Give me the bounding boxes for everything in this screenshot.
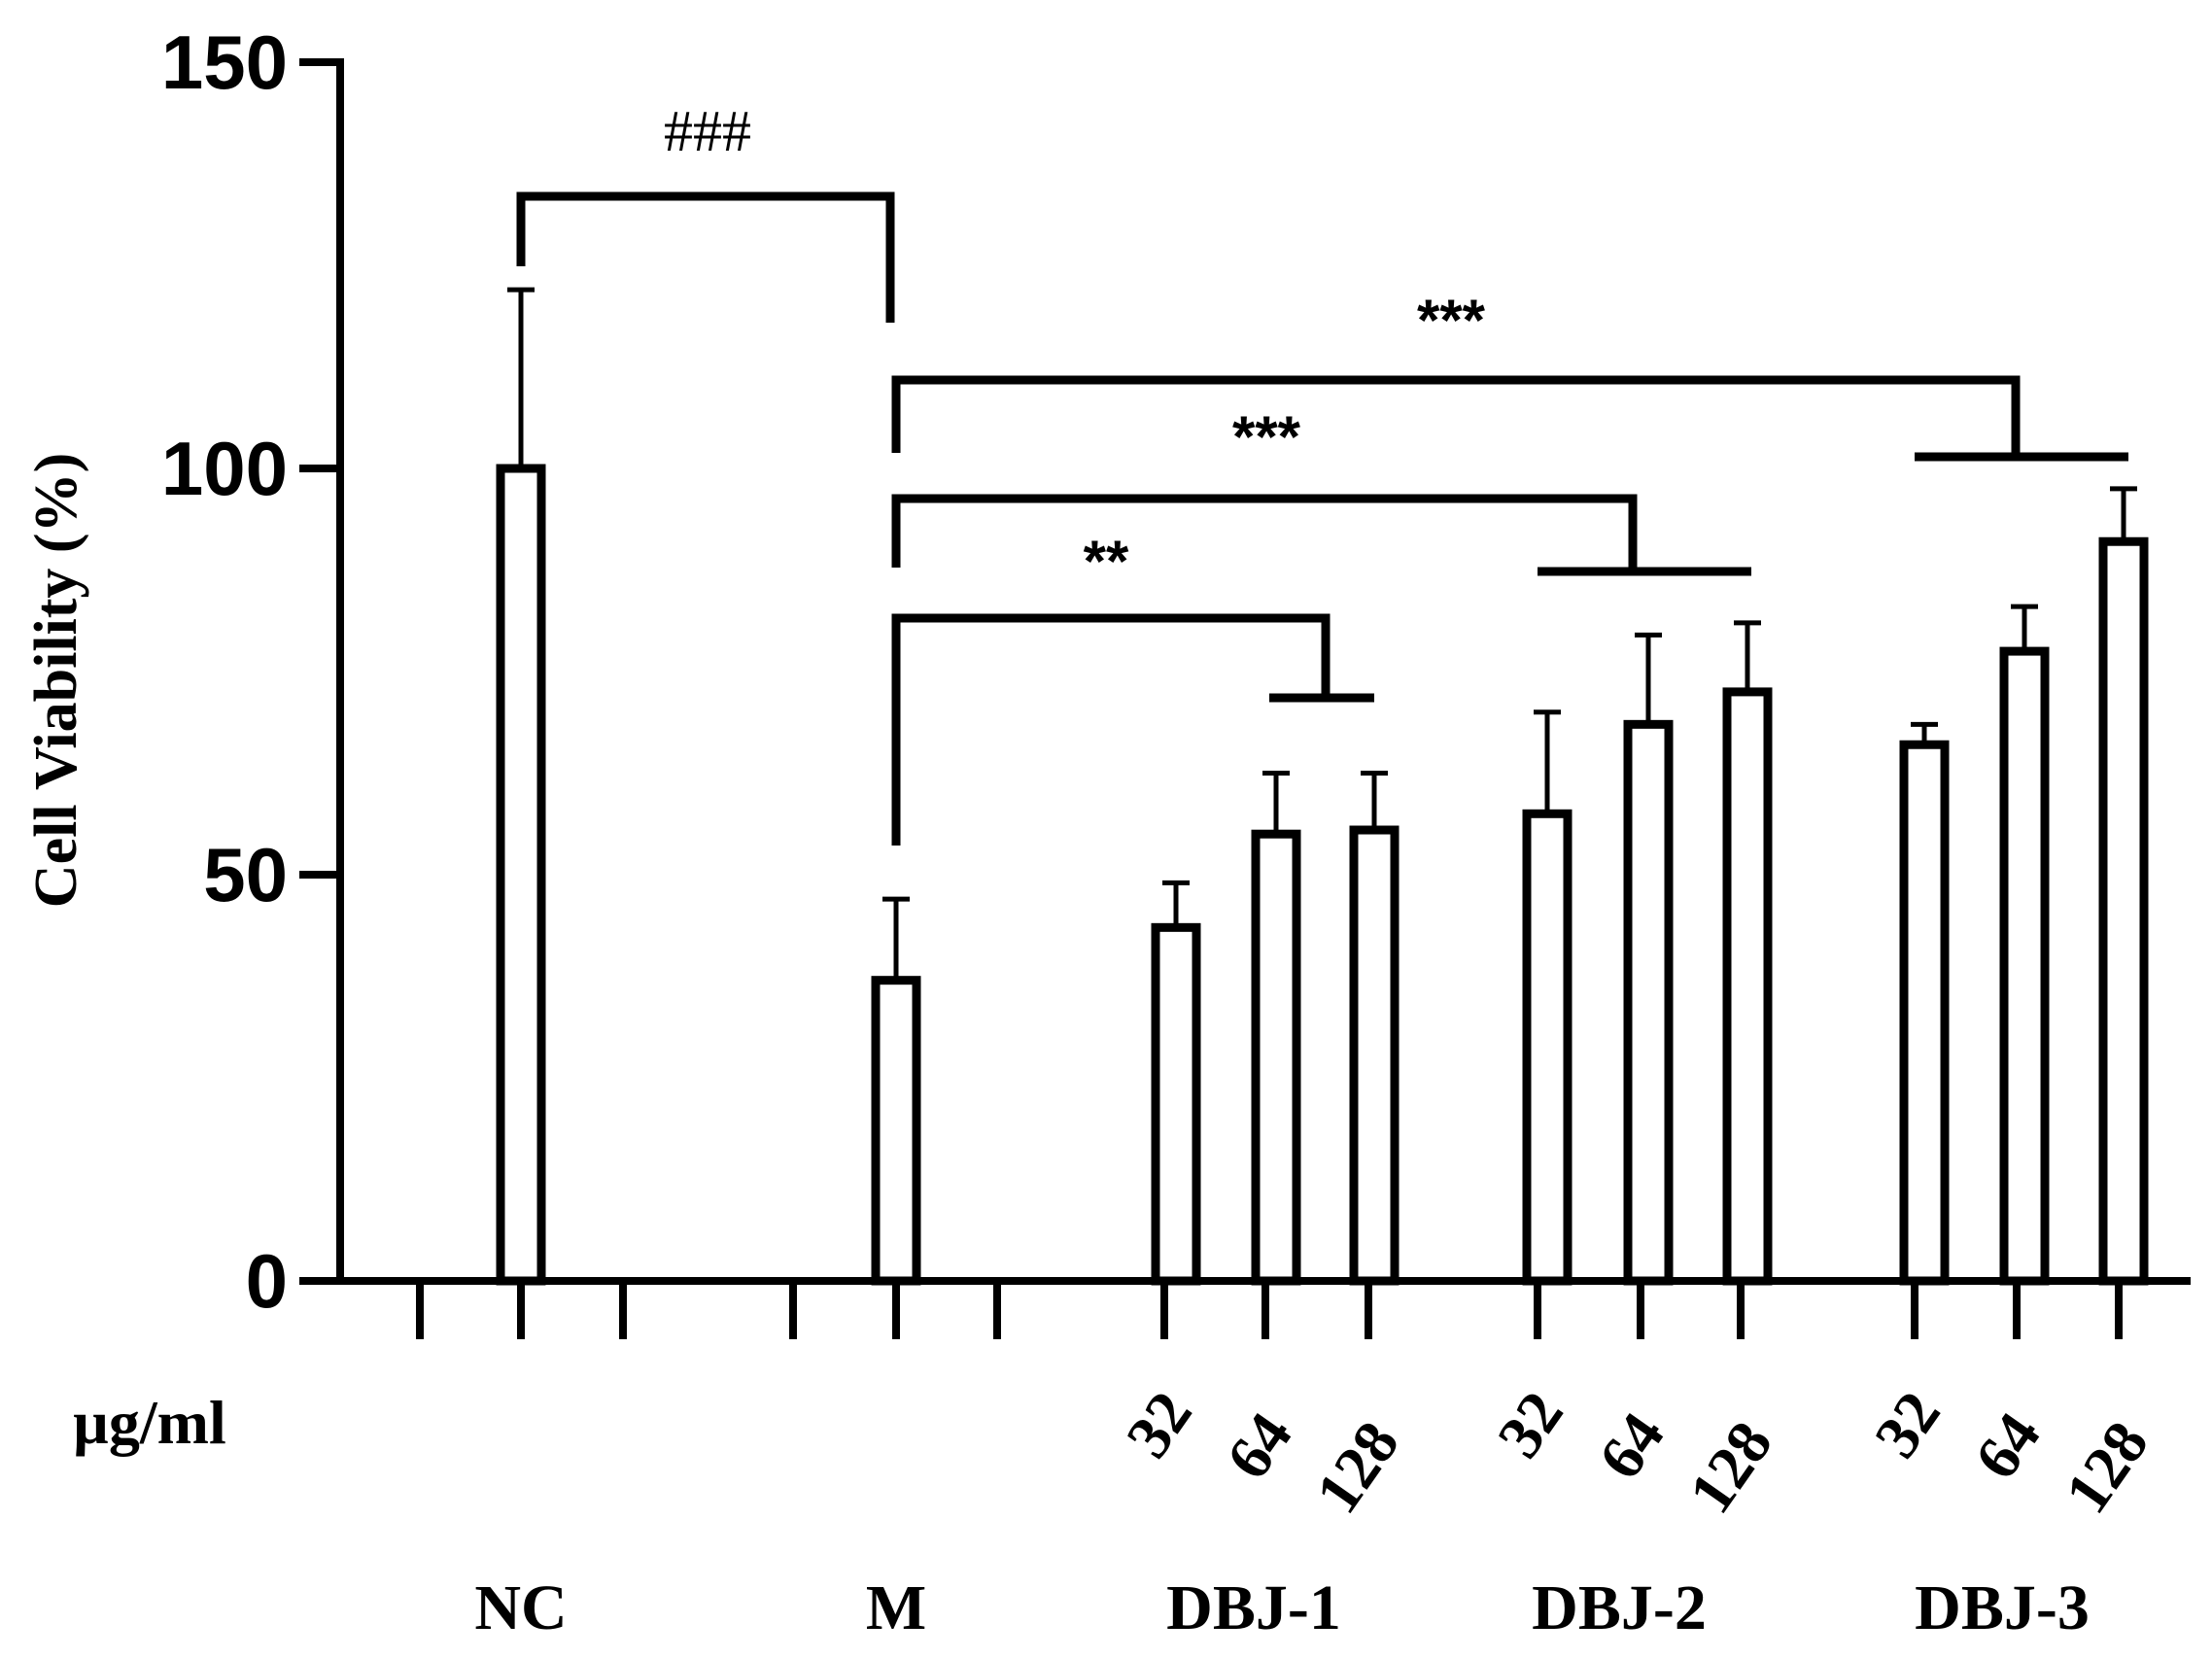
y-tick-label: 50 <box>203 832 288 917</box>
significance-brackets: ###******** <box>516 99 2128 846</box>
y-ticks: 0 50 100 150 <box>161 19 344 1324</box>
bar <box>1251 829 1301 1286</box>
group-label: DBJ-2 <box>1532 1572 1707 1643</box>
bar <box>871 976 921 1286</box>
group-label: M <box>866 1572 926 1643</box>
y-axis-label: Cell Viability (%) <box>23 453 89 908</box>
concentration-label: 128 <box>2052 1409 2161 1525</box>
concentration-label: 128 <box>1302 1409 1412 1525</box>
y-tick-label: 150 <box>161 19 288 105</box>
significance-label: ### <box>664 99 751 163</box>
bar <box>1151 922 1201 1286</box>
significance-label: ** <box>1084 529 1129 594</box>
bar <box>1522 809 1573 1286</box>
significance-bracket <box>891 375 2128 462</box>
concentration-label: 64 <box>1961 1400 2054 1491</box>
concentration-label: 64 <box>1585 1400 1677 1491</box>
group-labels: NC M DBJ-1 DBJ-2 DBJ-3 <box>474 1572 2090 1643</box>
x-ticks <box>416 1281 2123 1339</box>
significance-label: *** <box>1417 288 1486 353</box>
bar <box>1999 646 2050 1286</box>
bar <box>2098 536 2149 1286</box>
concentration-label: 32 <box>1113 1379 1205 1469</box>
bar <box>1899 740 1950 1286</box>
significance-bracket <box>891 613 1374 846</box>
concentration-label: 32 <box>1861 1379 1953 1469</box>
significance-label: *** <box>1232 404 1301 469</box>
group-label: DBJ-1 <box>1166 1572 1341 1643</box>
y-tick-label: 100 <box>161 426 288 511</box>
significance-bracket <box>516 191 895 323</box>
concentration-label: 128 <box>1676 1409 1785 1525</box>
concentration-label: 32 <box>1484 1379 1576 1469</box>
unit-label: µg/ml <box>73 1388 226 1457</box>
bar <box>1349 825 1400 1286</box>
group-label: DBJ-3 <box>1915 1572 2090 1643</box>
concentration-label: 64 <box>1213 1400 1305 1491</box>
bar <box>496 464 546 1286</box>
bar <box>1722 687 1773 1286</box>
group-label: NC <box>474 1572 567 1643</box>
significance-bracket <box>891 494 1751 576</box>
bars <box>496 287 2149 1286</box>
y-tick-label: 0 <box>246 1238 288 1324</box>
bar <box>1623 719 1674 1286</box>
